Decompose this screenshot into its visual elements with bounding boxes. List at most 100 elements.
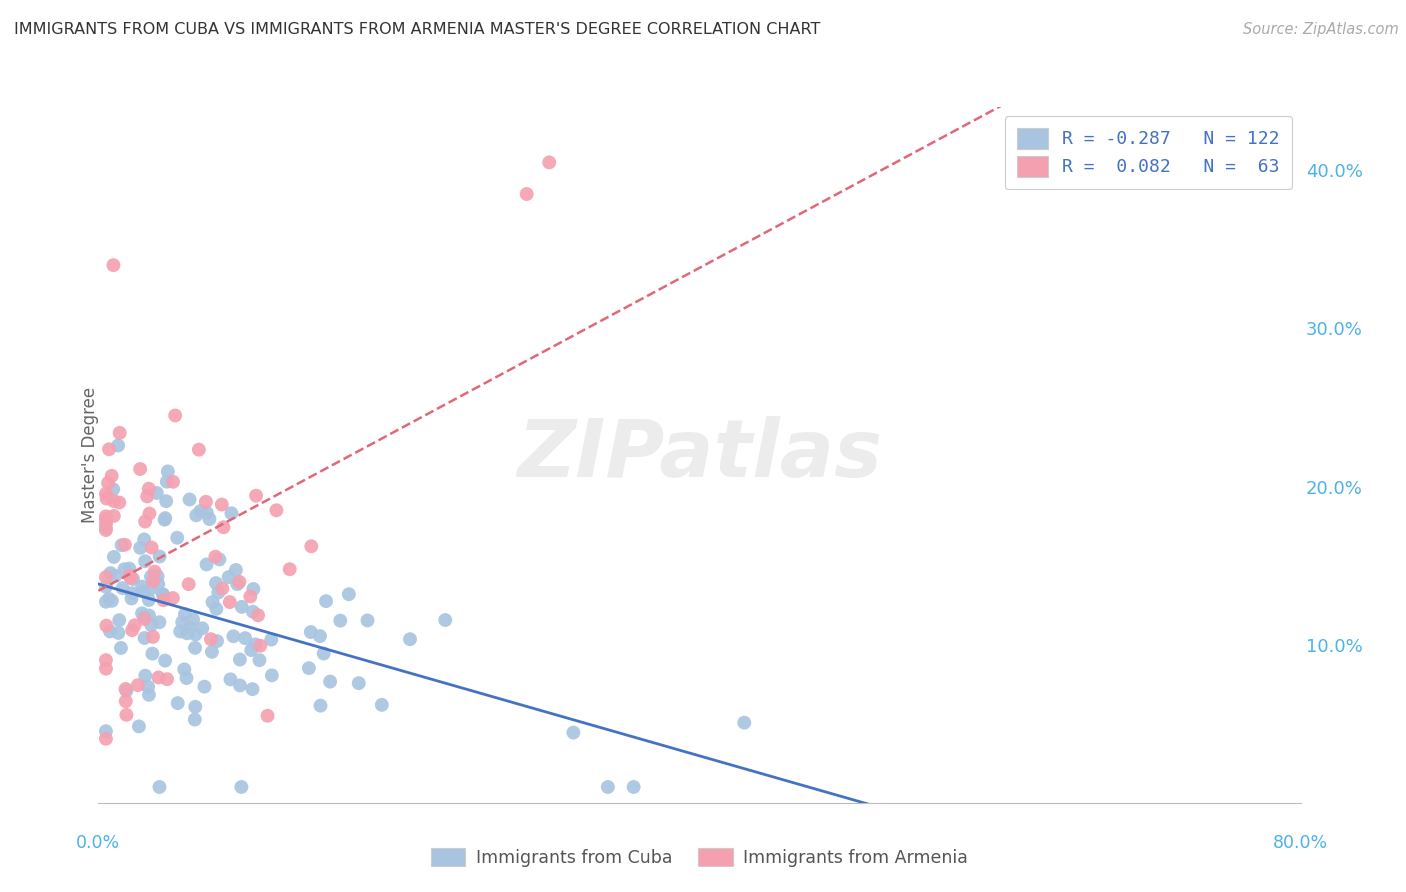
Point (143, 565, 166, 579)
Point (148, 670, 170, 684)
Point (434, 613, 457, 627)
Point (97, 591, 120, 606)
Point (231, 599, 253, 614)
Point (153, 513, 176, 527)
Point (115, 683, 138, 698)
Point (138, 507, 160, 521)
Point (312, 647, 335, 661)
Point (260, 632, 283, 647)
Point (211, 498, 233, 512)
Point (96, 618, 118, 632)
Point (172, 615, 194, 630)
Point (193, 680, 215, 694)
Point (309, 629, 332, 643)
Point (278, 562, 301, 576)
Point (184, 640, 207, 655)
Point (134, 610, 156, 624)
Point (152, 587, 174, 601)
Legend: Immigrants from Cuba, Immigrants from Armenia: Immigrants from Cuba, Immigrants from Ar… (423, 841, 976, 874)
Point (118, 569, 141, 583)
Point (516, 186, 538, 201)
Point (118, 568, 141, 582)
Point (103, 508, 125, 523)
Point (205, 576, 228, 591)
Point (103, 494, 125, 508)
Point (315, 594, 337, 608)
Point (177, 577, 200, 591)
Point (111, 581, 134, 595)
Y-axis label: Master's Degree: Master's Degree (82, 387, 98, 523)
Point (218, 570, 240, 584)
Point (596, 780, 619, 794)
Point (201, 645, 224, 659)
Point (247, 608, 270, 623)
Point (371, 698, 394, 712)
Point (169, 624, 191, 639)
Point (121, 623, 143, 637)
Point (107, 438, 129, 452)
Point (129, 541, 152, 555)
Point (124, 618, 146, 632)
Point (179, 621, 201, 635)
Point (142, 630, 165, 644)
Point (108, 495, 131, 509)
Point (141, 647, 163, 661)
Point (205, 602, 228, 616)
Point (226, 577, 249, 591)
Point (97, 475, 120, 490)
Point (94, 595, 117, 609)
Text: 0.0%: 0.0% (76, 834, 121, 852)
Point (100, 566, 122, 580)
Point (623, 780, 645, 794)
Point (211, 582, 233, 596)
Point (249, 653, 271, 667)
Point (219, 673, 242, 687)
Point (148, 780, 170, 794)
Point (114, 538, 136, 552)
Point (204, 549, 226, 564)
Point (191, 621, 214, 635)
Point (205, 634, 228, 648)
Point (94, 653, 117, 667)
Point (127, 678, 149, 692)
Point (134, 612, 156, 626)
Point (129, 462, 152, 476)
Point (146, 486, 169, 500)
Point (190, 504, 212, 518)
Point (104, 569, 127, 583)
Point (174, 607, 197, 622)
Point (260, 668, 283, 682)
Point (229, 652, 252, 666)
Point (94, 724, 117, 739)
Point (347, 676, 370, 690)
Point (329, 614, 352, 628)
Point (114, 694, 136, 708)
Point (107, 626, 129, 640)
Point (240, 643, 263, 657)
Point (194, 495, 217, 509)
Point (166, 531, 188, 545)
Point (337, 587, 360, 601)
Point (162, 591, 184, 605)
Point (186, 508, 208, 523)
Point (195, 558, 218, 572)
Point (184, 713, 207, 727)
Point (149, 549, 172, 564)
Point (319, 674, 342, 689)
Point (146, 569, 169, 583)
Point (118, 561, 141, 575)
Point (94, 521, 117, 535)
Point (173, 662, 195, 676)
Point (242, 682, 264, 697)
Point (200, 632, 222, 647)
Point (309, 698, 332, 713)
Point (120, 571, 142, 585)
Point (134, 515, 156, 529)
Point (266, 503, 288, 517)
Point (94, 509, 117, 524)
Point (165, 409, 187, 423)
Point (176, 671, 198, 685)
Point (100, 468, 122, 483)
Point (136, 490, 159, 504)
Point (103, 549, 125, 564)
